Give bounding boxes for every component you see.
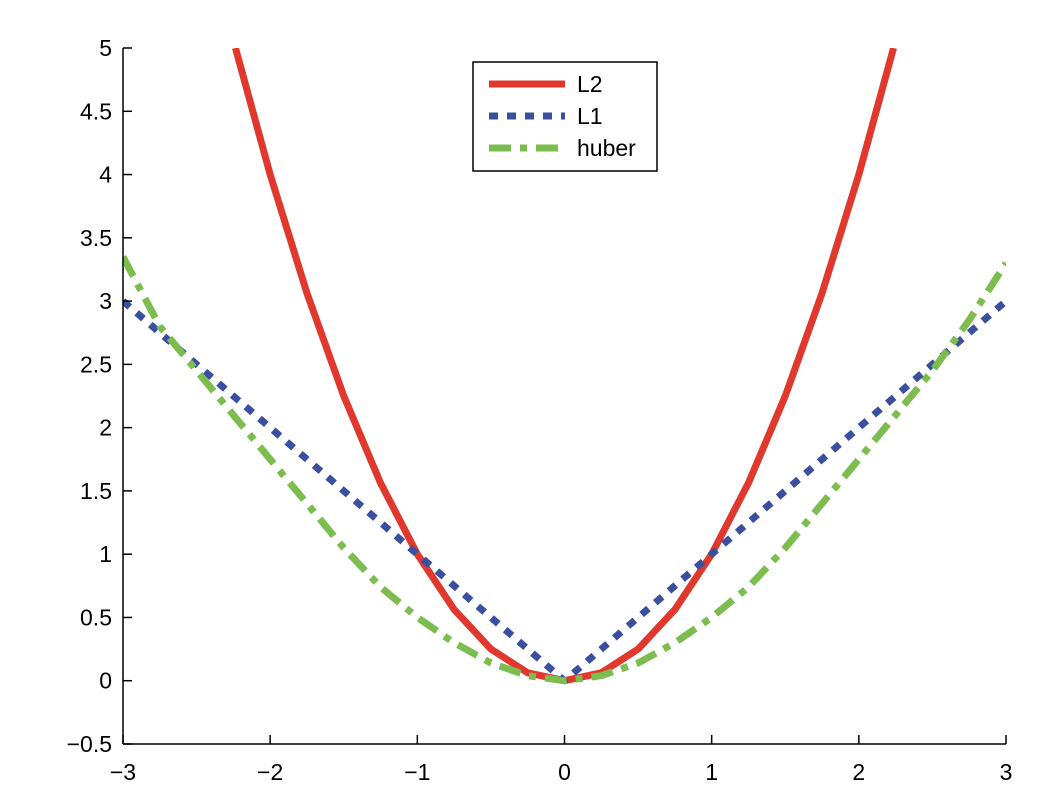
y-tick-label: 4.5	[80, 98, 112, 124]
series-line-huber	[123, 255, 1006, 685]
y-tick-label: 3	[99, 288, 112, 314]
axes-layer: −0.5 0 0.5 1 1.5 2 2.5 3 3.5 4 4.5 5 −3 −2 −1 0 1 2 3	[67, 35, 1013, 785]
legend-label-huber: huber	[577, 135, 636, 161]
y-tick-label: 2.5	[80, 351, 112, 377]
y-tick-label: 0	[99, 668, 112, 694]
x-tick-label: −1	[404, 759, 430, 785]
legend-label-l2: L2	[577, 71, 603, 97]
x-tick-label: 1	[705, 759, 718, 785]
legend: L2 L1 huber	[472, 61, 658, 172]
x-tick-label: 2	[852, 759, 865, 785]
series-line-l1	[123, 298, 1006, 685]
series-layer	[123, 48, 1006, 685]
y-tick-label: 5	[99, 35, 112, 61]
x-tick-label: −2	[257, 759, 283, 785]
y-tick-label: 1	[99, 541, 112, 567]
y-tick-label: 4	[99, 162, 112, 188]
y-tick-label: −0.5	[67, 731, 112, 757]
y-tick-label: 0.5	[80, 604, 112, 630]
y-tick-label: 2	[99, 415, 112, 441]
y-tick-label: 3.5	[80, 225, 112, 251]
x-tick-label: 0	[558, 759, 571, 785]
y-tick-label: 1.5	[80, 478, 112, 504]
x-tick-label: −3	[110, 759, 136, 785]
legend-label-l1: L1	[577, 103, 603, 129]
x-tick-label: 3	[1000, 759, 1013, 785]
